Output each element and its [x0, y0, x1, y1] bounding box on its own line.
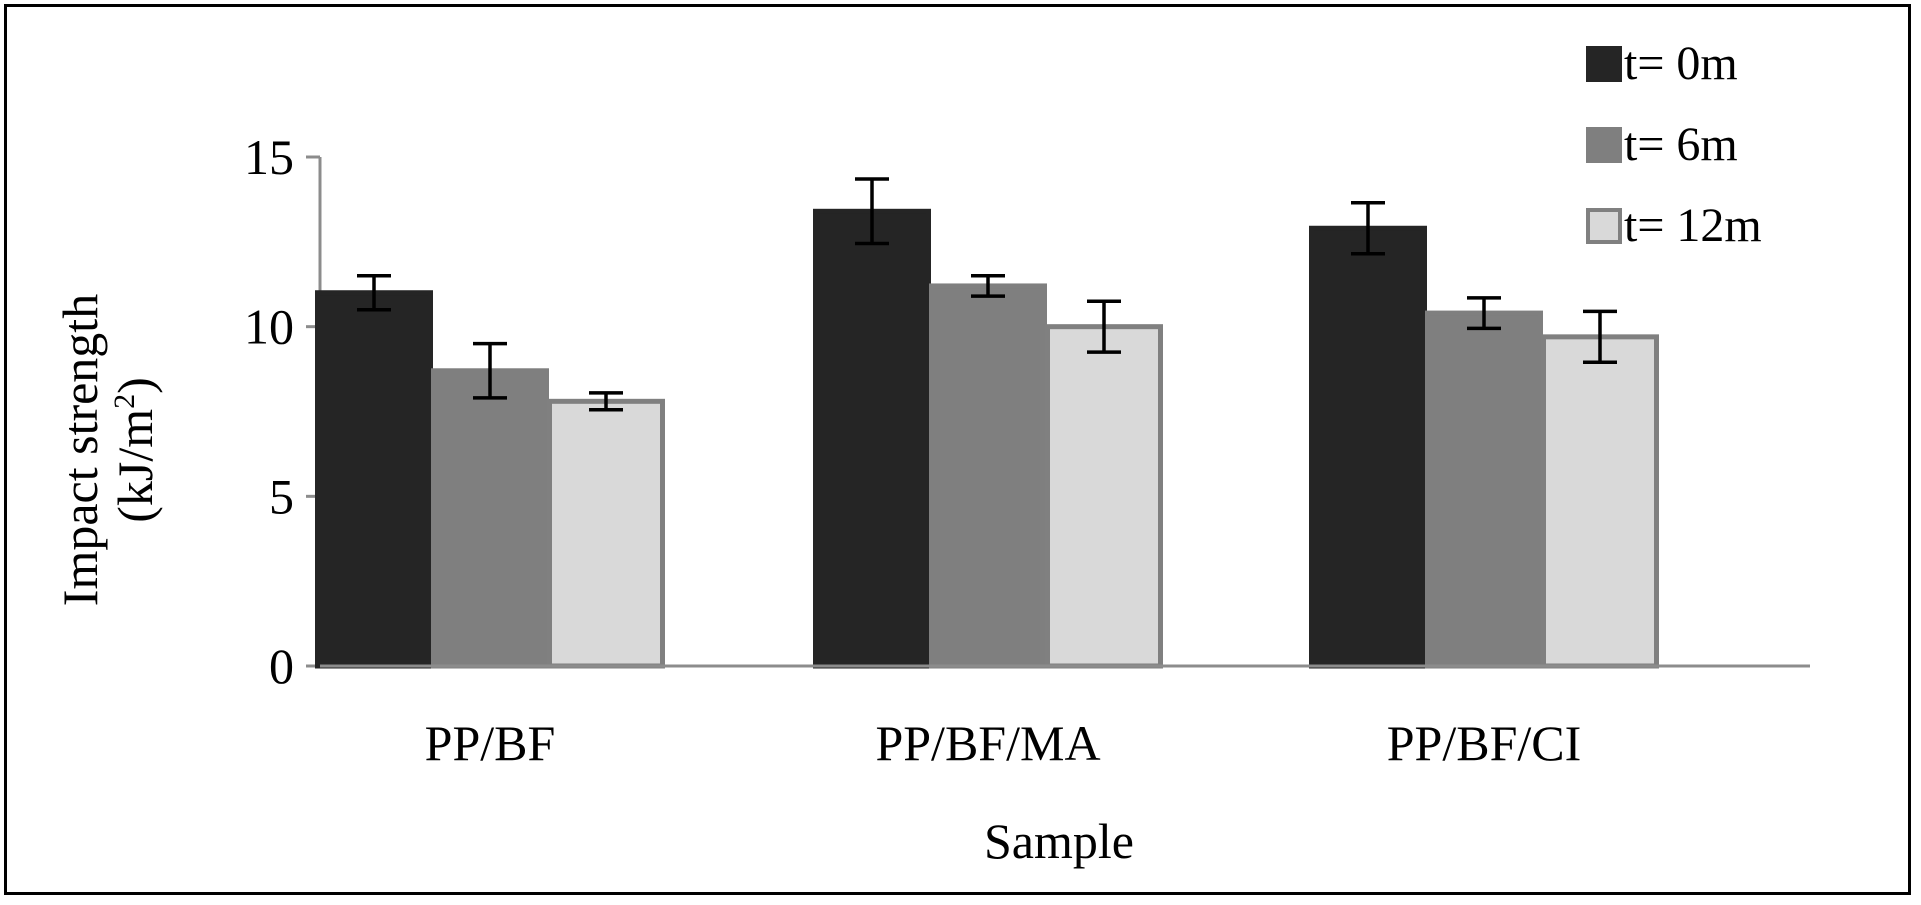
bar-2-2	[929, 283, 1047, 669]
legend-label: t= 6m	[1624, 118, 1738, 171]
x-tick-label: PP/BF/MA	[875, 715, 1100, 771]
error-bar	[357, 274, 391, 312]
y-axis-title-line2: (kJ/m2)	[107, 377, 163, 523]
bar-1-2	[813, 208, 931, 669]
y-tick-label: 5	[269, 468, 294, 524]
plot-area: 0 5 10 15 PP/BF PP/BF/MA PP/BF/CI	[244, 129, 1810, 771]
error-bar	[971, 274, 1005, 298]
bar-3-2	[1045, 324, 1163, 669]
bar-1-3	[1309, 225, 1427, 669]
legend-swatch	[1586, 127, 1622, 163]
y-tick-label: 15	[244, 129, 294, 185]
bar-2-3	[1425, 310, 1543, 669]
y-axis-title-line1: Impact strength	[52, 294, 108, 606]
bar-1-1	[315, 290, 433, 669]
legend: t= 0m t= 6m t= 12m	[1586, 37, 1762, 252]
error-bar	[473, 341, 507, 400]
legend-swatch	[1586, 46, 1622, 82]
error-bar	[855, 177, 889, 246]
y-axis-title: Impact strength (kJ/m2)	[52, 294, 163, 606]
error-bar	[1351, 201, 1385, 256]
legend-swatch	[1586, 208, 1622, 244]
bar-3-1	[547, 398, 665, 669]
error-bar	[1583, 309, 1617, 365]
bar-3-3	[1541, 334, 1659, 669]
x-tick-label: PP/BF/CI	[1387, 715, 1582, 771]
error-bar	[589, 391, 623, 412]
bar-2-1	[431, 368, 549, 669]
x-tick-label: PP/BF	[425, 715, 556, 771]
legend-label: t= 12m	[1624, 199, 1762, 252]
y-tick-label: 10	[244, 299, 294, 355]
legend-label: t= 0m	[1624, 37, 1738, 90]
error-bar	[1087, 299, 1121, 354]
x-axis-title: Sample	[984, 813, 1134, 869]
y-tick-label: 0	[269, 638, 294, 694]
error-bar	[1467, 296, 1501, 331]
